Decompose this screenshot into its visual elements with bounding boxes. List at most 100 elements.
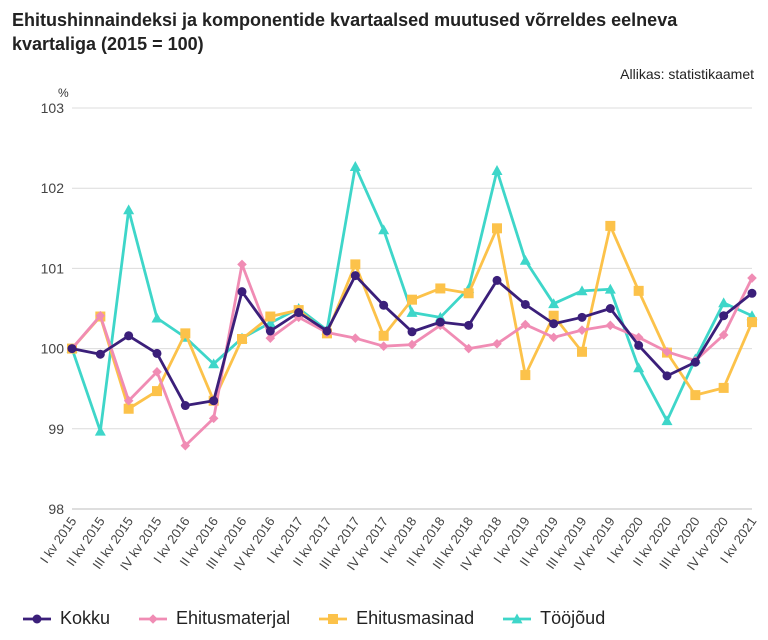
data-point xyxy=(604,283,616,294)
data-point xyxy=(634,340,644,350)
data-point xyxy=(690,390,701,401)
data-point xyxy=(633,362,645,373)
data-point xyxy=(124,331,134,341)
y-tick-label: 102 xyxy=(41,180,65,196)
series-line xyxy=(70,224,754,411)
data-point xyxy=(265,326,275,336)
data-point xyxy=(520,370,531,381)
data-point xyxy=(123,403,134,414)
data-point xyxy=(265,311,276,322)
legend-label: Kokku xyxy=(60,608,111,628)
y-tick-label: 103 xyxy=(41,100,65,116)
data-point xyxy=(633,285,644,296)
data-point xyxy=(407,327,417,337)
data-point xyxy=(718,297,730,308)
data-point xyxy=(577,312,587,322)
data-point xyxy=(605,320,616,331)
data-point xyxy=(208,413,219,424)
data-point xyxy=(322,326,332,336)
data-point xyxy=(520,299,530,309)
legend-label: Ehitusmaterjal xyxy=(176,608,291,628)
data-point xyxy=(549,319,559,329)
data-point xyxy=(152,367,162,377)
source-label: Allikas: statistikaamet xyxy=(620,66,754,82)
data-point xyxy=(605,304,615,313)
data-point xyxy=(576,285,588,296)
data-point xyxy=(577,325,587,335)
y-tick-label: 98 xyxy=(48,501,64,517)
series-Ehitusmasinad xyxy=(67,220,757,414)
data-point xyxy=(237,259,247,270)
data-point xyxy=(511,613,523,623)
chart-title: Ehitushinnaindeksi ja komponentide kvart… xyxy=(12,10,678,54)
data-point xyxy=(492,275,502,285)
data-point xyxy=(123,204,135,215)
series-Kokku xyxy=(67,271,757,411)
data-point xyxy=(492,338,502,349)
data-point xyxy=(662,347,672,357)
legend-swatch xyxy=(319,613,348,624)
data-point xyxy=(577,346,587,357)
data-point xyxy=(492,223,502,234)
legend-item: Tööjõud xyxy=(502,608,605,629)
data-point xyxy=(180,328,191,339)
data-point xyxy=(520,319,531,330)
data-point xyxy=(463,343,474,354)
data-point xyxy=(350,271,360,281)
data-point xyxy=(407,339,417,350)
data-point xyxy=(180,401,190,411)
data-point xyxy=(690,357,700,367)
data-point xyxy=(747,317,757,328)
legend-label: Ehitusmasinad xyxy=(356,608,475,628)
data-point xyxy=(237,287,247,297)
data-point xyxy=(208,358,220,369)
chart-legend: Kokku Ehitusmaterjal Ehitusmasinad Tööjõud xyxy=(22,608,633,629)
legend-item: Kokku xyxy=(22,608,110,629)
data-point xyxy=(463,288,474,299)
data-point xyxy=(350,259,361,270)
data-point xyxy=(209,396,219,406)
data-point xyxy=(662,371,672,381)
data-point xyxy=(718,382,729,393)
y-tick-label: 100 xyxy=(41,341,65,357)
data-point xyxy=(633,332,644,343)
data-point xyxy=(519,254,531,265)
data-point xyxy=(67,344,77,354)
data-point xyxy=(548,310,559,321)
data-point xyxy=(378,330,389,341)
data-point xyxy=(719,311,729,321)
data-point xyxy=(548,332,559,343)
y-axis-unit: % xyxy=(58,86,69,100)
data-point xyxy=(265,333,276,343)
data-point xyxy=(32,614,42,623)
series-Ehitusmaterjal xyxy=(67,259,757,451)
data-point xyxy=(747,288,757,298)
data-point xyxy=(95,310,106,321)
legend-item: Ehitusmaterjal xyxy=(138,608,290,629)
data-point xyxy=(180,440,191,451)
data-point xyxy=(151,312,163,323)
data-point xyxy=(718,330,729,340)
data-point xyxy=(95,349,105,359)
data-point xyxy=(378,224,390,235)
data-point xyxy=(237,333,247,344)
legend-label: Tööjõud xyxy=(540,608,606,628)
data-point xyxy=(294,308,304,318)
data-point xyxy=(328,613,339,624)
data-point xyxy=(379,300,389,310)
data-point xyxy=(747,273,757,283)
data-point xyxy=(378,341,389,351)
data-point xyxy=(491,165,503,175)
data-point xyxy=(406,307,418,317)
data-point xyxy=(148,613,158,624)
data-point xyxy=(548,298,560,309)
y-tick-label: 99 xyxy=(48,421,64,437)
data-point xyxy=(407,294,417,305)
data-point xyxy=(349,161,361,171)
data-point xyxy=(661,415,673,426)
legend-swatch xyxy=(139,613,168,624)
data-point xyxy=(435,283,446,294)
legend-swatch xyxy=(503,613,532,623)
data-point xyxy=(605,220,616,231)
